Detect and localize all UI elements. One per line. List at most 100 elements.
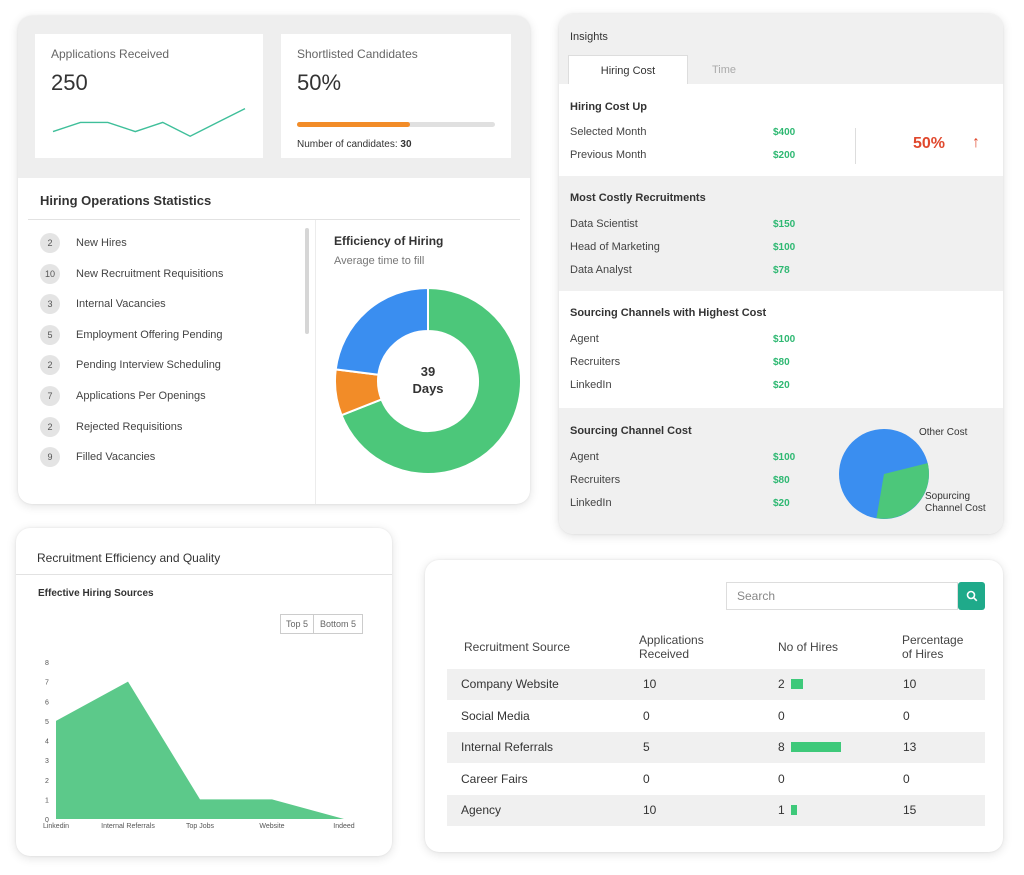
row-value: $80 <box>773 475 790 486</box>
operations-item-label: Applications Per Openings <box>76 390 206 402</box>
table-row[interactable]: Career Fairs 0 0 0 <box>447 764 985 795</box>
divider <box>315 220 316 504</box>
count-badge: 2 <box>40 233 60 253</box>
x-tick-label: Website <box>259 823 284 830</box>
operations-list-item[interactable]: 3 Internal Vacancies <box>40 294 166 315</box>
cell-percentage: 13 <box>903 740 917 755</box>
cell-applications: 10 <box>643 803 657 818</box>
cell-hires: 1 <box>778 803 785 818</box>
efficiency-donut-chart: 39 Days <box>334 286 522 475</box>
shortlist-progress-track <box>297 122 495 127</box>
operations-list-item[interactable]: 7 Applications Per Openings <box>40 386 206 406</box>
pie-label-sourcing-line1: Sopurcing <box>925 491 971 502</box>
table-row[interactable]: Social Media 0 0 0 <box>447 701 985 732</box>
row-label: Recruiters <box>570 474 621 486</box>
operations-item-label: Filled Vacancies <box>76 451 156 464</box>
row-value: $100 <box>773 334 796 345</box>
y-tick-label: 7 <box>45 680 49 687</box>
shortlist-progress-fill <box>297 122 410 127</box>
cell-percentage: 0 <box>903 771 910 786</box>
cell-percentage: 15 <box>903 803 917 818</box>
candidates-count-note: Number of candidates: 30 <box>297 139 412 150</box>
operations-list-item[interactable]: 9 Filled Vacancies <box>40 447 156 468</box>
operations-item-label: Rejected Requisitions <box>76 420 183 433</box>
count-badge: 10 <box>40 263 60 284</box>
operations-list-item[interactable]: 2 New Hires <box>40 233 127 253</box>
column-header-hires[interactable]: No of Hires <box>778 640 839 654</box>
search-input[interactable]: Search <box>726 582 958 610</box>
operations-scrollbar[interactable] <box>305 228 309 334</box>
highest-cost-channels-section: Sourcing Channels with Highest Cost Agen… <box>559 291 1003 408</box>
table-row[interactable]: Company Website 10 2 10 <box>447 669 985 700</box>
count-badge: 2 <box>40 416 60 437</box>
tab-hiring-cost[interactable]: Hiring Cost <box>568 55 688 85</box>
candidates-count-label: Number of candidates: <box>297 139 398 150</box>
applications-received-card[interactable]: Applications Received 250 <box>35 34 263 158</box>
row-label: Previous Month <box>570 149 647 161</box>
applications-received-value: 250 <box>51 70 88 95</box>
count-badge: 7 <box>40 386 60 406</box>
row-label: LinkedIn <box>570 379 612 391</box>
area-series[interactable] <box>56 681 344 819</box>
donut-segment[interactable] <box>334 286 429 376</box>
donut-segment[interactable] <box>340 286 522 475</box>
cell-source: Internal Referrals <box>461 740 554 755</box>
hiring-sources-area-chart: 0 1 2 3 4 5 6 7 8 Linkedin Internal Referrals Top J… <box>43 660 355 830</box>
y-tick-label: 3 <box>45 758 49 765</box>
costly-recruitments-section: Most Costly Recruitments Data Scientist … <box>559 176 1003 291</box>
table-row[interactable]: Agency 10 1 15 <box>447 795 985 827</box>
insights-header: Insights Hiring Cost Time <box>559 14 1003 85</box>
cell-hires: 2 <box>778 677 785 691</box>
operations-list-item[interactable]: 2 Rejected Requisitions <box>40 416 183 437</box>
section-title: Most Costly Recruitments <box>570 192 706 204</box>
cell-percentage: 0 <box>903 708 910 723</box>
operations-list-item[interactable]: 10 New Recruitment Requisitions <box>40 263 223 284</box>
x-tick-label: Internal Referrals <box>101 823 155 830</box>
cell-percentage: 10 <box>903 677 917 691</box>
pie-label-other-cost: Other Cost <box>919 427 968 438</box>
y-tick-label: 6 <box>45 699 49 706</box>
search-button[interactable] <box>958 582 985 610</box>
recruitment-sources-table-panel: Search Recruitment Source Applications R… <box>425 560 1003 852</box>
tab-time[interactable]: Time <box>711 64 737 76</box>
cost-change-percent: 50% <box>913 135 946 152</box>
arrow-up-icon: ↑ <box>972 134 980 151</box>
efficiency-subtitle: Average time to fill <box>334 255 425 267</box>
row-label: Head of Marketing <box>570 241 660 253</box>
cell-source: Agency <box>461 803 502 818</box>
column-header-percentage[interactable]: Percentage of Hires <box>902 633 963 661</box>
x-tick-label: Linkedin <box>43 823 69 830</box>
row-value: $80 <box>773 357 790 368</box>
cell-applications: 10 <box>643 677 657 691</box>
recruitment-efficiency-title: Recruitment Efficiency and Quality <box>37 551 221 565</box>
y-tick-label: 2 <box>45 778 49 785</box>
sourcing-channel-cost-section: Sourcing Channel Cost Agent $100 Recruit… <box>559 408 1003 534</box>
column-header-applications[interactable]: Applications Received <box>639 633 704 661</box>
shortlisted-candidates-value: 50% <box>297 70 342 95</box>
count-badge: 5 <box>40 324 60 345</box>
top-5-button[interactable]: Top 5 <box>280 614 314 634</box>
y-tick-label: 1 <box>45 797 49 804</box>
shortlisted-candidates-card[interactable]: Shortlisted Candidates 50% Number of can… <box>281 34 511 158</box>
operations-list-item[interactable]: 5 Employment Offering Pending <box>40 324 223 345</box>
channel-cost-pie-chart <box>839 429 929 519</box>
hires-bar <box>791 805 798 816</box>
y-tick-label: 5 <box>45 719 49 726</box>
divider <box>28 219 520 220</box>
insights-title: Insights <box>570 31 608 43</box>
operations-item-label: Employment Offering Pending <box>76 328 223 341</box>
cell-hires: 8 <box>778 740 785 755</box>
donut-center-value: 39 <box>421 364 435 379</box>
pie-slice-sourcing-channel-cost <box>876 463 929 519</box>
row-label: Agent <box>570 451 599 463</box>
y-tick-label: 4 <box>45 739 49 746</box>
hires-bar <box>791 679 804 689</box>
table-row[interactable]: Internal Referrals 5 8 13 <box>447 732 985 764</box>
operations-item-label: Pending Interview Scheduling <box>76 359 221 372</box>
row-value: $100 <box>773 452 796 463</box>
bottom-5-button[interactable]: Bottom 5 <box>314 614 363 634</box>
hiring-cost-up-section: Hiring Cost Up Selected Month $400 Previ… <box>559 84 1003 176</box>
operations-list-item[interactable]: 2 Pending Interview Scheduling <box>40 355 221 376</box>
column-header-source[interactable]: Recruitment Source <box>464 640 571 654</box>
row-label: Data Scientist <box>570 218 638 230</box>
